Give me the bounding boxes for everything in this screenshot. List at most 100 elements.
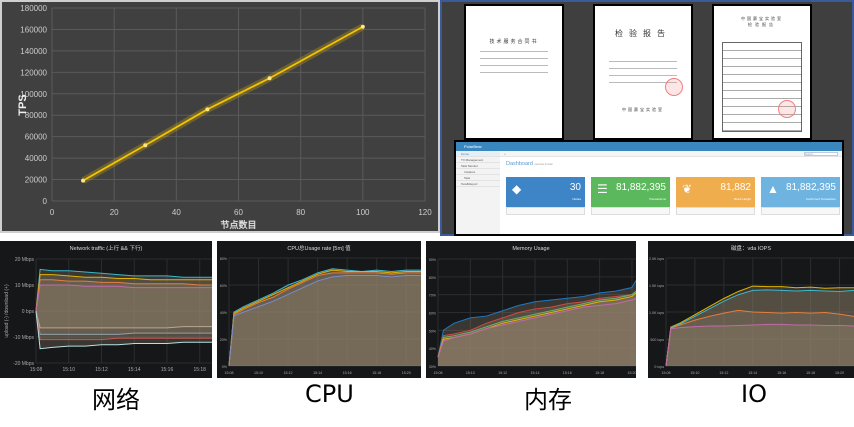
card-icon: ❦ bbox=[682, 182, 693, 196]
y-tick-label: 180000 bbox=[20, 4, 47, 13]
x-tick-label: 15:08 bbox=[662, 371, 671, 375]
y-tick-label: 0 bbox=[43, 197, 48, 206]
x-tick-label: 15:20 bbox=[627, 371, 636, 375]
y-axis-label: TPS bbox=[17, 94, 29, 115]
x-tick-label: 15:20 bbox=[835, 371, 844, 375]
x-tick-label: 15:16 bbox=[777, 371, 786, 375]
search-input[interactable]: Search... bbox=[804, 152, 838, 156]
y-tick-label: 140000 bbox=[20, 47, 47, 56]
y-tick-label: 10 Mbps bbox=[15, 283, 35, 289]
series-area bbox=[36, 311, 212, 328]
stat-card[interactable]: ☰ 81,882,395 Transactions bbox=[591, 177, 670, 207]
nav-instance[interactable]: Instance bbox=[456, 169, 500, 175]
card-value: 81,882 bbox=[720, 182, 751, 193]
series-line bbox=[437, 290, 636, 358]
card-value: 81,882,395 bbox=[785, 182, 836, 193]
series-line bbox=[35, 279, 212, 312]
x-tick-label: 15:12 bbox=[719, 371, 728, 375]
series-area bbox=[229, 275, 421, 366]
polarbear-dashboard-screenshot: PolarBear Home TX Management Task Monito… bbox=[454, 140, 844, 236]
series-area bbox=[438, 298, 636, 366]
series-area bbox=[438, 280, 636, 366]
x-tick-label: 40 bbox=[172, 208, 181, 217]
series-line bbox=[35, 274, 212, 312]
nav-tx-management[interactable]: TX Management bbox=[456, 157, 500, 163]
nav-task[interactable]: Task bbox=[456, 175, 500, 181]
y-axis-label: upload (-) /download (+) bbox=[4, 284, 10, 338]
y-tick-label: -10 Mbps bbox=[13, 335, 34, 341]
x-tick-label: 15:12 bbox=[284, 371, 293, 375]
x-tick-label: 15:14 bbox=[128, 367, 141, 373]
x-tick-label: 15:20 bbox=[402, 371, 411, 375]
y-tick-label: 100000 bbox=[20, 90, 47, 99]
x-tick-label: 60 bbox=[234, 208, 243, 217]
red-seal-stamp bbox=[665, 78, 683, 96]
x-tick-label: 15:18 bbox=[193, 367, 206, 373]
card-icon: ▲ bbox=[767, 182, 779, 196]
series-line bbox=[35, 310, 212, 350]
card-footer[interactable] bbox=[761, 207, 840, 215]
series-line bbox=[35, 310, 212, 329]
series-line bbox=[437, 290, 636, 358]
series-line bbox=[35, 310, 212, 335]
home-icon[interactable]: ⌂ bbox=[504, 152, 506, 156]
stat-card[interactable]: ▲ 81,882,395 Confirmed Transaction bbox=[761, 177, 840, 207]
series-area bbox=[229, 272, 421, 366]
data-point bbox=[81, 178, 86, 183]
series-line bbox=[437, 297, 636, 358]
dashboard-subtitle: overview & stats bbox=[534, 163, 553, 166]
panel-title: Memory Usage bbox=[512, 246, 549, 252]
series-area bbox=[666, 324, 854, 366]
series-line bbox=[665, 309, 854, 367]
x-tick-label: 20 bbox=[110, 208, 119, 217]
card-label: Block Height bbox=[734, 197, 751, 201]
red-seal-stamp bbox=[778, 100, 796, 118]
x-tick-label: 15:16 bbox=[563, 371, 572, 375]
y-tick-label: 20 Mbps bbox=[15, 257, 35, 263]
card-footer[interactable] bbox=[506, 207, 585, 215]
y-tick-label: 60% bbox=[429, 312, 437, 316]
x-tick-label: 15:08 bbox=[434, 371, 443, 375]
tps-chart-panel: 0 20000 40000 60000 80000 100000 120000 140000 1… bbox=[0, 0, 440, 233]
dashboard-sidebar: Home TX Management Task Monitor Instance… bbox=[456, 151, 500, 234]
form-header: 中国赛宝实验室 bbox=[741, 16, 783, 21]
x-tick-label: 15:12 bbox=[498, 371, 507, 375]
card-footer[interactable] bbox=[591, 207, 670, 215]
series-line bbox=[665, 289, 854, 367]
x-tick-label: 15:14 bbox=[748, 371, 757, 375]
series-line bbox=[228, 268, 421, 367]
dashboard-title: Dashboard bbox=[506, 161, 533, 167]
card-icon: ◆ bbox=[512, 182, 522, 196]
y-tick-label: 500 iops bbox=[650, 338, 664, 342]
mem-chart: Memory Usage 30% 40% 50% 60% 70% 80% 90% 15:08 15… bbox=[429, 246, 636, 375]
stat-card[interactable]: ◆ 30 Nodes bbox=[506, 177, 585, 207]
tps-line-chart: 0 20000 40000 60000 80000 100000 120000 140000 1… bbox=[17, 4, 432, 230]
nav-home[interactable]: Home bbox=[456, 151, 500, 157]
y-tick-label: 60% bbox=[220, 284, 228, 288]
card-footer[interactable] bbox=[676, 207, 755, 215]
series-area bbox=[36, 311, 212, 340]
panel-title: Network traffic (上行 && 下行) bbox=[70, 244, 143, 252]
series-area bbox=[36, 285, 212, 311]
series-area bbox=[438, 291, 636, 366]
y-tick-label: 120000 bbox=[20, 68, 47, 77]
x-tick-label: 15:10 bbox=[690, 371, 699, 375]
series-line bbox=[228, 272, 421, 367]
panel-title: 磁盘：vda IOPS bbox=[731, 244, 771, 252]
cpu-chart: CPU总Usage rate [5m] 值 0% 20% 40% 60% 80% 15:08… bbox=[220, 244, 421, 375]
contract-title: 技术服务合同书 bbox=[489, 39, 539, 45]
card-label: Nodes bbox=[572, 197, 581, 201]
y-tick-label: 80% bbox=[429, 276, 437, 280]
y-tick-label: 2.0K iops bbox=[649, 257, 664, 261]
y-tick-label: 0 iops bbox=[654, 365, 664, 369]
nav-task-monitor[interactable]: Task Monitor bbox=[456, 163, 500, 169]
lab-name: 中国赛宝实验室 bbox=[622, 107, 664, 112]
x-tick-label: 120 bbox=[418, 208, 432, 217]
label-io: IO bbox=[741, 380, 767, 408]
series-line bbox=[228, 275, 421, 367]
x-tick-label: 100 bbox=[356, 208, 370, 217]
x-tick-label: 15:18 bbox=[372, 371, 381, 375]
stat-card[interactable]: ❦ 81,882 Block Height bbox=[676, 177, 755, 207]
series-line bbox=[665, 285, 854, 367]
nav-test-report[interactable]: Test&Report bbox=[456, 181, 500, 187]
